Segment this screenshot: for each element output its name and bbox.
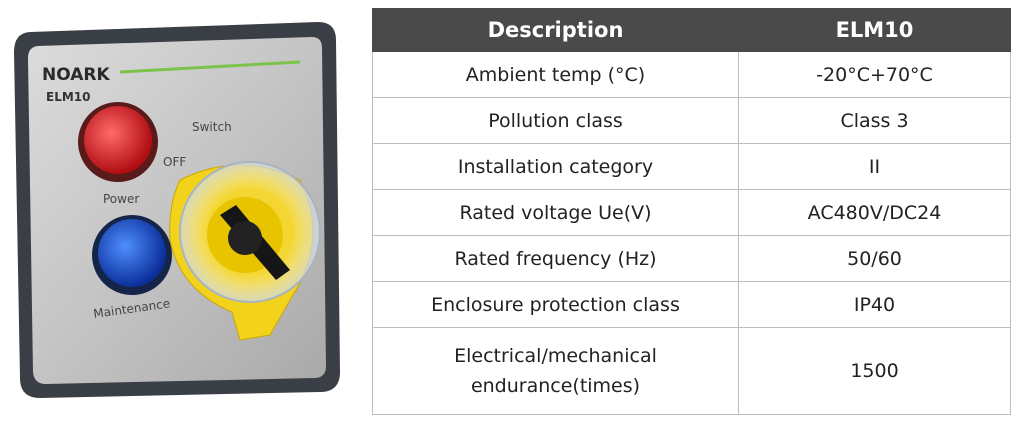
value-cell: Class 3	[738, 97, 1011, 144]
description-cell: Rated frequency (Hz)	[372, 235, 739, 282]
value-cell: AC480V/DC24	[738, 189, 1011, 236]
description-cell: Electrical/mechanical endurance(times)	[372, 327, 739, 415]
table-row: Enclosure protection class IP40	[372, 281, 1011, 328]
power-label: Power	[103, 192, 139, 206]
model: ELM10	[46, 90, 90, 104]
table-row: Pollution class Class 3	[372, 97, 1011, 144]
description-cell: Pollution class	[372, 97, 739, 144]
description-cell: Installation category	[372, 143, 739, 190]
maintenance-lamp	[98, 219, 166, 287]
value-cell: -20°C+70°C	[738, 51, 1011, 98]
knob-hub	[228, 221, 262, 255]
header-row: Description ELM10	[372, 8, 1011, 52]
value-cell: 1500	[738, 327, 1011, 415]
value-cell: II	[738, 143, 1011, 190]
table-row: Electrical/mechanical endurance(times) 15…	[372, 327, 1011, 415]
brand: NOARK	[42, 65, 110, 85]
description-cell: Enclosure protection class	[372, 281, 739, 328]
switch-label: Switch	[192, 120, 232, 134]
table-row: Ambient temp (°C) -20°C+70°C	[372, 51, 1011, 98]
table-row: Installation category II	[372, 143, 1011, 190]
off-label: OFF	[163, 155, 186, 169]
header-cell: Description	[372, 8, 739, 52]
table-body: Ambient temp (°C) -20°C+70°C Pollution cla…	[372, 51, 1011, 415]
value-cell: 50/60	[738, 235, 1011, 282]
power-lamp	[84, 106, 152, 174]
description-cell: Rated voltage Ue(V)	[372, 189, 739, 236]
spec-table: Description ELM10 Ambient temp (°C) -20°C…	[372, 8, 1011, 415]
table-row: Rated voltage Ue(V) AC480V/DC24	[372, 189, 1011, 236]
product-photo: NOARK ELM10 Switch OFF Power Maintenance	[14, 22, 340, 398]
table-row: Rated frequency (Hz) 50/60	[372, 235, 1011, 282]
header-cell: ELM10	[738, 8, 1011, 52]
description-cell: Ambient temp (°C)	[372, 51, 739, 98]
accent-line	[119, 60, 301, 74]
value-cell: IP40	[738, 281, 1011, 328]
